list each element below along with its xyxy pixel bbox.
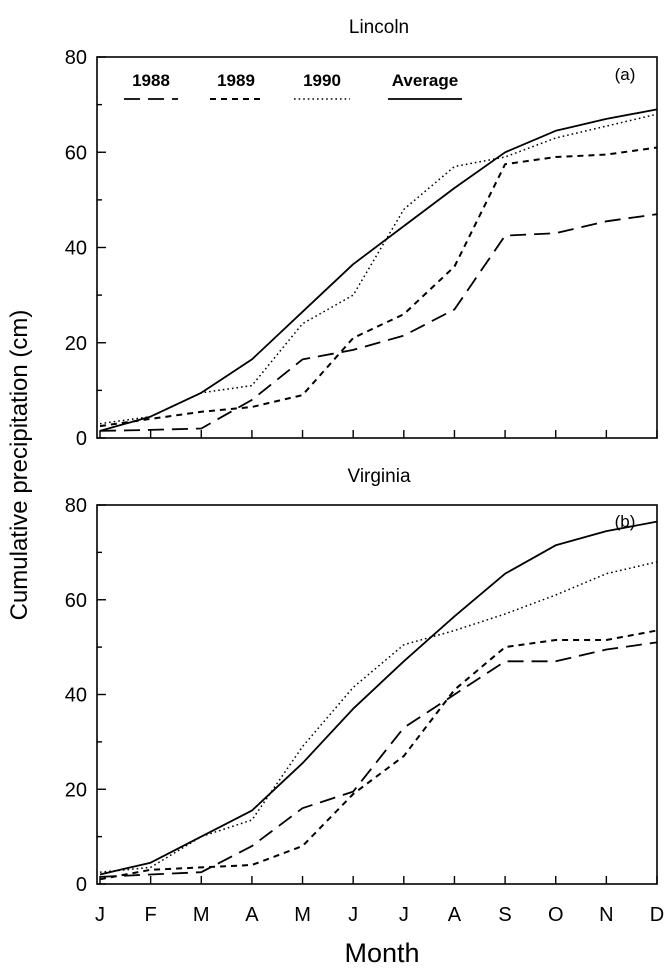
x-tick-label: J <box>95 904 105 926</box>
y-tick-label: 40 <box>65 238 87 260</box>
y-tick-label: 20 <box>65 333 87 355</box>
legend-label: 1988 <box>132 71 170 90</box>
legend-label: 1990 <box>303 71 341 90</box>
panel-title: Virginia <box>347 466 410 487</box>
x-tick-label: S <box>498 904 511 926</box>
series-line-1990 <box>99 113 658 425</box>
x-tick-label: M <box>294 904 311 926</box>
panel-label: (a) <box>615 65 636 84</box>
x-tick-label: N <box>599 904 613 926</box>
x-tick-label: D <box>650 904 664 926</box>
chart-panels: Lincoln(a)020406080Virginia(b)020406080J… <box>65 17 664 926</box>
y-axis-label: Cumulative precipitation (cm) <box>6 310 33 621</box>
x-tick-label: M <box>193 904 210 926</box>
x-tick-label: O <box>548 904 564 926</box>
series-line-1990 <box>99 561 658 873</box>
y-tick-label: 20 <box>65 779 87 801</box>
panel-title: Lincoln <box>349 17 409 38</box>
series-line-1988 <box>99 641 658 878</box>
y-tick-label: 80 <box>65 47 87 69</box>
chart-panel-a: Lincoln (a) 0 20 40 60 80 <box>65 17 658 450</box>
x-tick-label: A <box>245 904 259 926</box>
y-tick-label: 60 <box>65 142 87 164</box>
y-tick-label: 80 <box>65 495 87 517</box>
series-line-average <box>99 108 658 432</box>
x-tick-label: A <box>448 904 462 926</box>
plot-frame <box>96 504 658 885</box>
y-tick-label: 0 <box>76 428 87 450</box>
series-line-1989 <box>99 146 658 428</box>
legend-label: Average <box>392 71 458 90</box>
y-tick-label: 0 <box>76 874 87 896</box>
x-tick-label: F <box>145 904 157 926</box>
plot-frame <box>96 56 658 439</box>
x-tick-label: J <box>399 904 409 926</box>
x-tick-label: J <box>348 904 358 926</box>
legend: 1988 1989 1990 Average <box>124 71 462 100</box>
y-tick-label: 60 <box>65 590 87 612</box>
legend-label: 1989 <box>217 71 255 90</box>
series-line-average <box>99 520 658 876</box>
series-line-1988 <box>99 213 658 432</box>
series-line-1989 <box>99 629 658 881</box>
x-axis-label: Month <box>344 938 419 968</box>
y-tick-label: 40 <box>65 685 87 707</box>
